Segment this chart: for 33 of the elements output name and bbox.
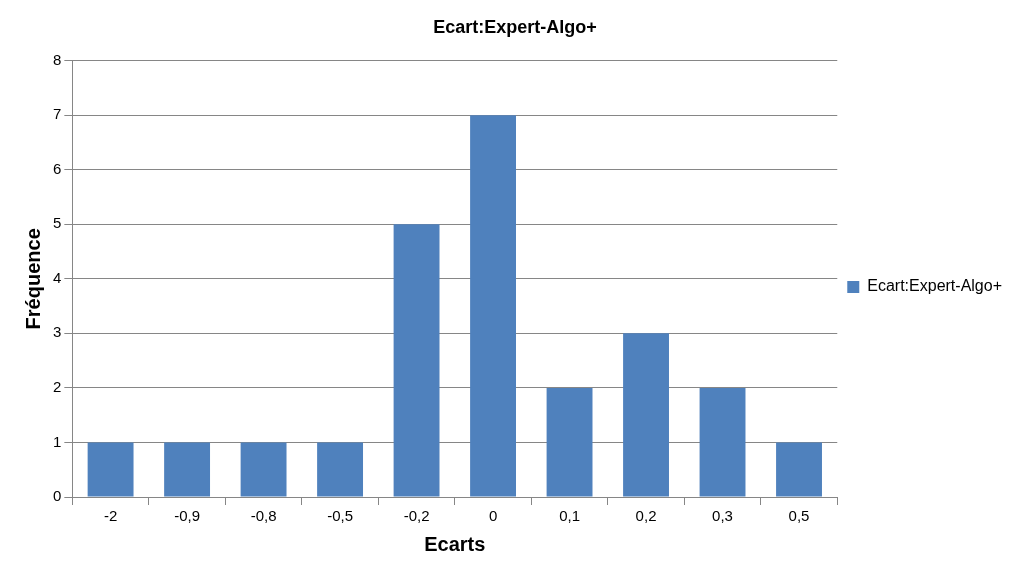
legend-label: Ecart:Expert-Algo+ [867, 277, 1003, 295]
x-tick-label: -0,9 [174, 507, 201, 525]
x-tick-label: 0,2 [635, 507, 657, 525]
bar [776, 442, 822, 497]
x-axis-title: Ecarts [424, 532, 486, 555]
bar [164, 442, 211, 497]
y-tick-label: 4 [53, 268, 62, 286]
y-tick-label: 5 [53, 214, 62, 232]
y-tick-label: 1 [53, 432, 62, 450]
bar [393, 224, 440, 497]
bar [470, 115, 516, 497]
chart-title: Ecart:Expert-Algo+ [433, 16, 597, 37]
x-tick-label: 0 [488, 507, 498, 525]
bar [623, 333, 669, 497]
bar [546, 387, 593, 497]
x-tick-label: -0,8 [250, 507, 277, 525]
x-tick-label: -2 [103, 507, 118, 525]
y-tick-label: 6 [53, 159, 62, 177]
x-tick-label: 0,1 [559, 507, 580, 525]
bar [87, 442, 134, 497]
bar [317, 442, 364, 497]
y-tick-label: 7 [53, 105, 62, 123]
x-tick-label: 0,3 [712, 507, 733, 525]
y-axis-title: Fréquence [21, 228, 44, 330]
y-tick-label: 8 [53, 50, 62, 68]
x-tick-label: -0,2 [403, 507, 430, 525]
x-tick-label: -0,5 [327, 507, 353, 525]
x-tick-label: 0,5 [788, 507, 810, 525]
y-tick-label: 3 [53, 323, 62, 341]
bar [240, 442, 287, 497]
y-tick-label: 0 [53, 487, 62, 505]
bar [699, 387, 746, 497]
y-tick-label: 2 [53, 378, 62, 396]
